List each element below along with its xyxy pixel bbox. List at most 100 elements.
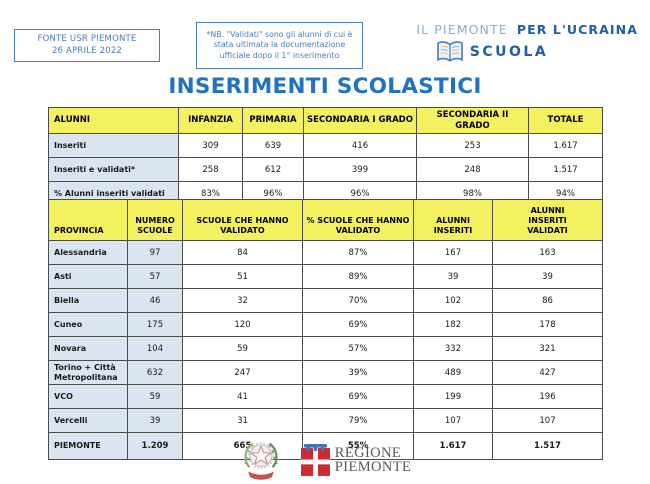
column-header: PROVINCIA <box>48 199 128 241</box>
value-cell: 489 <box>413 359 493 386</box>
row-label-cell: Biella <box>48 288 128 313</box>
source-box: FONTE USR PIEMONTE 26 APRILE 2022 <box>14 29 160 62</box>
value-cell: 253 <box>416 133 529 159</box>
value-cell: 612 <box>242 157 304 183</box>
value-cell: 104 <box>127 336 183 361</box>
value-cell: 1.517 <box>492 432 603 461</box>
value-cell: 87% <box>302 240 414 265</box>
column-header: ALUNNI INSERITI VALIDATI <box>492 199 603 241</box>
value-cell: 97 <box>127 240 183 265</box>
value-cell: 665 <box>182 432 303 461</box>
piemonte-ucraina-logo: IL PIEMONTE PER L'UCRAINA SCUOLA <box>398 22 638 64</box>
brand-subtitle-row: SCUOLA <box>398 40 586 64</box>
row-label-cell: Asti <box>48 264 128 289</box>
value-cell: 57% <box>302 336 414 361</box>
table-row: Alessandria 97 84 87% 167 163 <box>48 240 603 265</box>
province-header-row: PROVINCIA NUMERO SCUOLE SCUOLE CHE HANNO V… <box>48 199 603 241</box>
value-cell: 39% <box>302 359 414 386</box>
value-cell: 84 <box>182 240 303 265</box>
brand-title: IL PIEMONTE PER L'UCRAINA <box>398 22 638 37</box>
value-cell: 31 <box>182 408 303 434</box>
value-cell: 120 <box>182 312 303 337</box>
value-cell: 59 <box>127 384 183 410</box>
row-label-cell: Cuneo <box>48 312 128 337</box>
value-cell: 175 <box>127 312 183 337</box>
footer-logos: REGIONE PIEMONTE <box>0 436 650 484</box>
value-cell: 247 <box>182 359 303 386</box>
value-cell: 167 <box>413 240 493 265</box>
value-cell: 39 <box>492 264 603 289</box>
alunni-header-row: ALUNNI INFANZIA PRIMARIA SECONDARIA I GRADO… <box>48 106 603 135</box>
column-header: % SCUOLE CHE HANNO VALIDATO <box>302 199 414 241</box>
row-label-cell: Novara <box>48 336 128 361</box>
row-label-cell: Inseriti <box>48 133 179 159</box>
value-cell: 46 <box>127 288 183 313</box>
table-total-row: PIEMONTE 1.209 665 55% 1.617 1.517 <box>48 432 603 461</box>
value-cell: 70% <box>302 288 414 313</box>
column-header: INFANZIA <box>178 106 243 135</box>
province-table: PROVINCIA NUMERO SCUOLE SCUOLE CHE HANNO V… <box>48 199 603 461</box>
table-row: Inseriti e validati* 258 612 399 248 1.517 <box>48 157 603 183</box>
value-cell: 1.617 <box>413 432 493 461</box>
value-cell: 89% <box>302 264 414 289</box>
row-label-cell: Torino + Città Metropolitana <box>48 359 128 386</box>
table-row: Novara 104 59 57% 332 321 <box>48 336 603 361</box>
value-cell: 163 <box>492 240 603 265</box>
source-line2: 26 APRILE 2022 <box>51 45 123 56</box>
column-header: PRIMARIA <box>242 106 304 135</box>
value-cell: 1.517 <box>528 157 603 183</box>
row-label-cell: Alessandria <box>48 240 128 265</box>
row-label-cell: VCO <box>48 384 128 410</box>
table-row: Cuneo 175 120 69% 182 178 <box>48 312 603 337</box>
table-row: Torino + Città Metropolitana 632 247 39% 489… <box>48 359 603 386</box>
value-cell: 248 <box>416 157 529 183</box>
value-cell: 79% <box>302 408 414 434</box>
regione-piemonte-shield-icon <box>300 444 330 476</box>
value-cell: 639 <box>242 133 304 159</box>
value-cell: 39 <box>127 408 183 434</box>
value-cell: 182 <box>413 312 493 337</box>
value-cell: 55% <box>302 432 414 461</box>
regione-line1: REGIONE <box>334 444 402 461</box>
column-header: NUMERO SCUOLE <box>127 199 183 241</box>
row-label-cell: Inseriti e validati* <box>48 157 179 183</box>
value-cell: 196 <box>492 384 603 410</box>
row-label-cell: Vercelli <box>48 408 128 434</box>
value-cell: 57 <box>127 264 183 289</box>
table-row: Vercelli 39 31 79% 107 107 <box>48 408 603 434</box>
table-row: Biella 46 32 70% 102 86 <box>48 288 603 313</box>
column-header: TOTALE <box>528 106 603 135</box>
value-cell: 416 <box>303 133 417 159</box>
value-cell: 102 <box>413 288 493 313</box>
brand-title-bold: PER L'UCRAINA <box>516 22 638 37</box>
regione-piemonte-wordmark: REGIONE PIEMONTE <box>334 444 412 474</box>
column-header: ALUNNI INSERITI <box>413 199 493 241</box>
table-row: Inseriti 309 639 416 253 1.617 <box>48 133 603 159</box>
column-header: SECONDARIA II GRADO <box>416 106 529 135</box>
value-cell: 69% <box>302 384 414 410</box>
value-cell: 199 <box>413 384 493 410</box>
italy-emblem-icon <box>243 442 278 480</box>
brand-subtitle: SCUOLA <box>469 44 549 60</box>
open-book-icon <box>436 41 463 62</box>
page-title: INSERIMENTI SCOLASTICI <box>168 74 482 99</box>
source-line1: FONTE USR PIEMONTE <box>37 34 137 45</box>
table-row: Asti 57 51 89% 39 39 <box>48 264 603 289</box>
value-cell: 107 <box>413 408 493 434</box>
value-cell: 51 <box>182 264 303 289</box>
value-cell: 399 <box>303 157 417 183</box>
value-cell: 332 <box>413 336 493 361</box>
value-cell: 632 <box>127 359 183 386</box>
alunni-table: ALUNNI INFANZIA PRIMARIA SECONDARIA I GRADO… <box>48 106 603 207</box>
table-row: VCO 59 41 69% 199 196 <box>48 384 603 410</box>
column-header: ALUNNI <box>48 106 179 135</box>
value-cell: 86 <box>492 288 603 313</box>
value-cell: 41 <box>182 384 303 410</box>
value-cell: 1.209 <box>127 432 183 461</box>
brand-title-light: IL PIEMONTE <box>416 22 508 37</box>
value-cell: 427 <box>492 359 603 386</box>
value-cell: 39 <box>413 264 493 289</box>
regione-piemonte-logo: REGIONE PIEMONTE <box>300 444 412 476</box>
value-cell: 258 <box>178 157 243 183</box>
